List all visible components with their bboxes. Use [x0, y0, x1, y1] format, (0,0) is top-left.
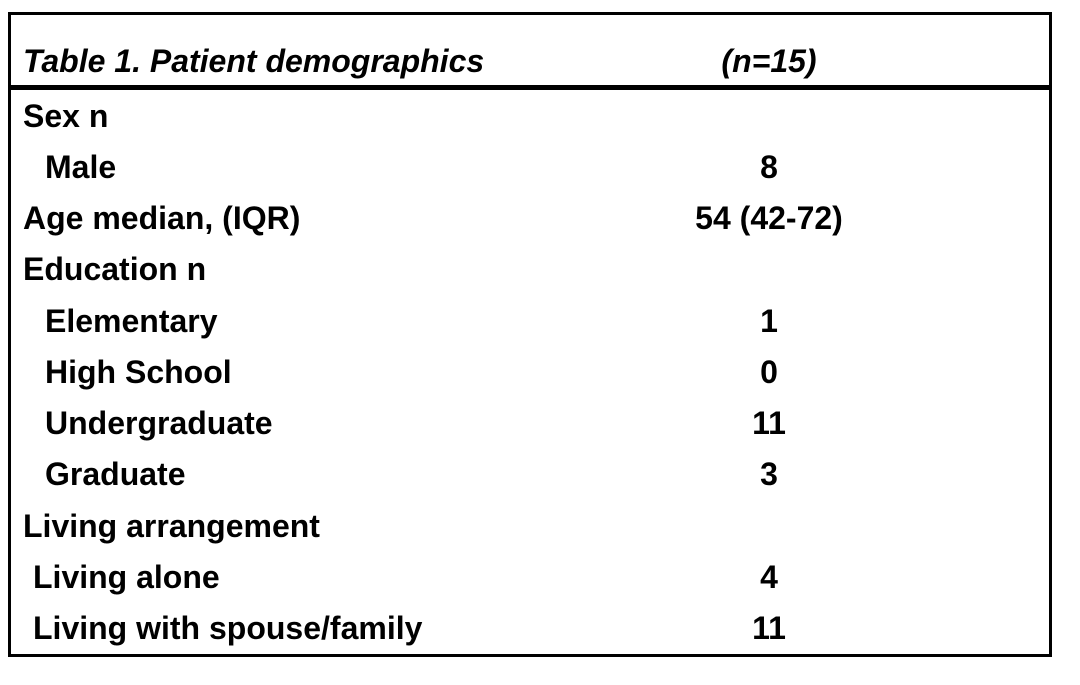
row-value: 11: [752, 610, 786, 647]
row-value: 1: [760, 302, 778, 339]
table-row-high-school: High School 0: [11, 346, 1049, 397]
table-row-education: Education n: [11, 244, 1049, 295]
table-row-living-with-family: Living with spouse/family 11: [11, 603, 1049, 654]
table-row-male: Male 8: [11, 141, 1049, 192]
table-row-undergraduate: Undergraduate 11: [11, 398, 1049, 449]
table-row-age: Age median, (IQR) 54 (42-72): [11, 193, 1049, 244]
row-value: 4: [760, 559, 778, 596]
demographics-table: Table 1. Patient demographics (n=15) Sex…: [8, 12, 1052, 657]
table-row-elementary: Elementary 1: [11, 295, 1049, 346]
row-label: Sex n: [23, 97, 109, 134]
row-value: 3: [760, 456, 778, 493]
row-label: Living with spouse/family: [33, 610, 423, 647]
row-label: Living arrangement: [23, 507, 320, 544]
table-row-sex: Sex n: [11, 90, 1049, 141]
sample-size-label: (n=15): [721, 43, 817, 79]
table-row-living-alone: Living alone 4: [11, 551, 1049, 602]
row-label: Undergraduate: [45, 405, 273, 442]
table-title: Table 1. Patient demographics: [23, 43, 485, 79]
row-label: Living alone: [33, 559, 220, 596]
table-row-living-arrangement: Living arrangement: [11, 500, 1049, 551]
row-value: 11: [752, 405, 786, 442]
row-value: 54 (42-72): [695, 200, 843, 237]
row-label: Education n: [23, 251, 207, 288]
table-body: Sex n Male 8 Age median, (IQR) 54 (42-72…: [11, 90, 1049, 654]
row-value: 8: [760, 148, 778, 185]
row-label: Male: [45, 148, 117, 185]
table-title-row: Table 1. Patient demographics (n=15): [11, 15, 1049, 90]
row-label: Graduate: [45, 456, 186, 493]
row-value: 0: [760, 353, 778, 390]
row-label: High School: [45, 353, 232, 390]
row-label: Age median, (IQR): [23, 200, 301, 237]
table-row-graduate: Graduate 3: [11, 449, 1049, 500]
row-label: Elementary: [45, 302, 218, 339]
